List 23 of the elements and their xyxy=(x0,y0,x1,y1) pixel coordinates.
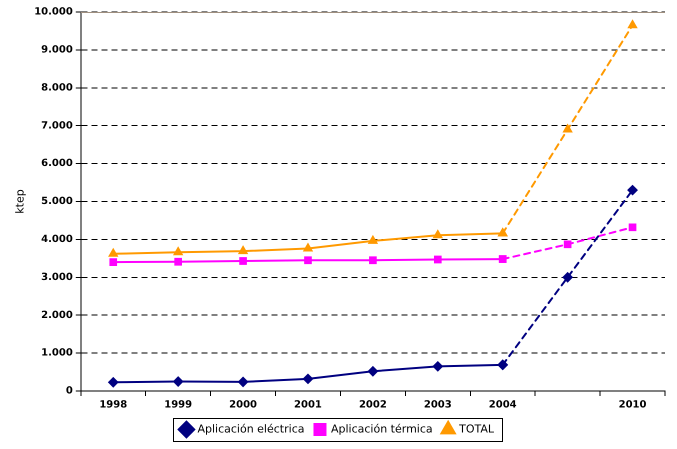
x-tick-label: 2010 xyxy=(618,400,646,411)
y-tick-label: 4.000 xyxy=(41,234,73,245)
y-tick-label: 3.000 xyxy=(41,272,73,283)
legend-label: Aplicación eléctrica xyxy=(197,422,304,436)
y-tick-label: 6.000 xyxy=(41,158,73,170)
x-tick-label: 2003 xyxy=(424,400,452,411)
legend-label: Aplicación térmica xyxy=(330,422,433,436)
x-tick-label: 1999 xyxy=(164,400,192,411)
y-tick-label: 0 xyxy=(66,386,73,397)
y-tick-label: 9.000 xyxy=(41,44,73,56)
y-tick-label: 7.000 xyxy=(41,120,73,132)
y-tick-label: 1.000 xyxy=(41,348,73,359)
y-axis-title: ktep xyxy=(13,189,26,214)
x-tick-label: 2004 xyxy=(488,400,517,411)
x-tick-label: 2002 xyxy=(358,400,387,411)
y-tick-label: 10.000 xyxy=(34,6,73,18)
x-tick-label: 2000 xyxy=(229,400,258,411)
x-tick-label: 2001 xyxy=(294,400,322,411)
y-tick-label: 2.000 xyxy=(41,310,73,321)
x-tick-label: 1998 xyxy=(99,400,128,411)
y-tick-label: 8.000 xyxy=(41,82,73,94)
legend-label: TOTAL xyxy=(458,422,495,436)
y-tick-label: 5.000 xyxy=(41,196,73,208)
